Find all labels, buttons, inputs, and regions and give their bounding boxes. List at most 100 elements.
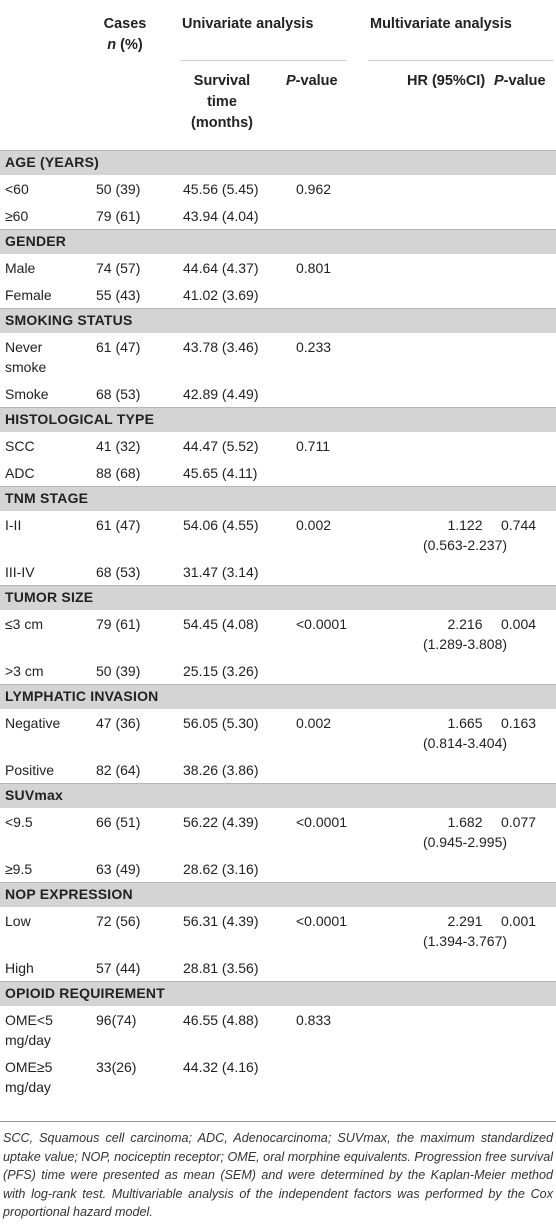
survival-cell: 56.05 (5.30) bbox=[183, 715, 259, 731]
factor-cell: Low bbox=[5, 911, 93, 931]
hr-cell: 1.665 (0.814-3.404) bbox=[422, 713, 508, 753]
hr-cell: 1.122 (0.563-2.237) bbox=[422, 515, 508, 555]
uni-pvalue-cell: <0.0001 bbox=[296, 913, 347, 929]
survival-cell: 45.56 (5.45) bbox=[183, 181, 259, 197]
cases-n: n bbox=[107, 37, 117, 53]
cases-cell: 96(74) bbox=[96, 1012, 137, 1028]
hr-cell: 1.682 (0.945-2.995) bbox=[422, 812, 508, 852]
factor-cell: ADC bbox=[5, 463, 93, 483]
hr-line: (1.394-3.767) bbox=[422, 933, 508, 949]
uni-pvalue-cell: 0.002 bbox=[296, 715, 332, 731]
multi-pvalue-cell: 0.004 bbox=[501, 616, 537, 632]
cases-pct: (%) bbox=[120, 37, 143, 53]
multivariate-underline bbox=[368, 60, 553, 61]
survival-cell: 56.22 (4.39) bbox=[183, 814, 259, 830]
cases-cell: 63 (49) bbox=[96, 861, 141, 877]
hr-line: 1.682 bbox=[447, 814, 483, 830]
section-header: HISTOLOGICAL TYPE bbox=[0, 407, 556, 432]
section-title: SUVmax bbox=[5, 787, 64, 803]
hr-cell: 2.216 (1.289-3.808) bbox=[422, 614, 508, 654]
factor-line: Positive bbox=[5, 762, 55, 778]
survival-cell: 41.02 (3.69) bbox=[183, 287, 259, 303]
factor-cell: III-IV bbox=[5, 562, 93, 582]
table-row: Male 74 (57) 44.64 (4.37) 0.801 bbox=[0, 254, 556, 281]
survival-cell: 54.45 (4.08) bbox=[183, 616, 259, 632]
factor-line: ≥9.5 bbox=[5, 861, 33, 877]
uni-pvalue-cell: 0.801 bbox=[296, 260, 332, 276]
hr-line: 1.122 bbox=[447, 517, 483, 533]
hr-line: (1.289-3.808) bbox=[422, 636, 508, 652]
cases-cell: 68 (53) bbox=[96, 564, 141, 580]
survival-cell: 28.62 (3.16) bbox=[183, 861, 259, 877]
factor-line: mg/day bbox=[5, 1079, 51, 1095]
factor-cell: I-II bbox=[5, 515, 93, 535]
cases-cell: 79 (61) bbox=[96, 208, 141, 224]
survival-cell: 44.47 (5.52) bbox=[183, 438, 259, 454]
survival-cell: 44.64 (4.37) bbox=[183, 260, 259, 276]
section-title: TUMOR SIZE bbox=[5, 589, 94, 605]
factor-line: SCC bbox=[5, 438, 35, 454]
section-title: AGE (YEARS) bbox=[5, 154, 99, 170]
hr-line: (0.563-2.237) bbox=[422, 537, 508, 553]
table-row: Positive 82 (64) 38.26 (3.86) bbox=[0, 756, 556, 783]
cases-cell: 50 (39) bbox=[96, 663, 141, 679]
table-row: <60 50 (39) 45.56 (5.45) 0.962 bbox=[0, 175, 556, 202]
header-univariate: Univariate analysis bbox=[182, 16, 314, 32]
survival-cell: 25.15 (3.26) bbox=[183, 663, 259, 679]
cases-cell: 61 (47) bbox=[96, 517, 141, 533]
section-title: TNM STAGE bbox=[5, 490, 89, 506]
p-letter-2: P bbox=[494, 73, 504, 89]
factor-cell: Never smoke bbox=[5, 337, 93, 377]
cases-cell: 66 (51) bbox=[96, 814, 141, 830]
factor-line: III-IV bbox=[5, 564, 35, 580]
uni-pvalue-cell: 0.002 bbox=[296, 517, 332, 533]
factor-line: ADC bbox=[5, 465, 35, 481]
factor-cell: Negative bbox=[5, 713, 93, 733]
section-title: LYMPHATIC INVASION bbox=[5, 688, 159, 704]
survival-line2: time bbox=[207, 94, 237, 110]
multi-pvalue-cell: 0.077 bbox=[501, 814, 537, 830]
survival-cell: 42.89 (4.49) bbox=[183, 386, 259, 402]
factor-line: <60 bbox=[5, 181, 29, 197]
uni-pvalue-cell: 0.833 bbox=[296, 1012, 332, 1028]
survival-cell: 54.06 (4.55) bbox=[183, 517, 259, 533]
table-body: AGE (YEARS) <60 50 (39) 45.56 (5.45) 0.962 ≥6… bbox=[0, 150, 556, 1100]
survival-cell: 38.26 (3.86) bbox=[183, 762, 259, 778]
factor-line: Male bbox=[5, 260, 36, 276]
factor-cell: <9.5 bbox=[5, 812, 93, 832]
footnote: SCC, Squamous cell carcinoma; ADC, Adeno… bbox=[3, 1131, 553, 1220]
table-row: I-II 61 (47) 54.06 (4.55) 0.002 0.744 1.122 (0… bbox=[0, 511, 556, 558]
hr-line: (0.814-3.404) bbox=[422, 735, 508, 751]
table-row: ≥9.5 63 (49) 28.62 (3.16) bbox=[0, 855, 556, 882]
factor-cell: SCC bbox=[5, 436, 93, 456]
section-header: TNM STAGE bbox=[0, 486, 556, 511]
uni-pvalue-cell: <0.0001 bbox=[296, 616, 347, 632]
table-row: Female 55 (43) 41.02 (3.69) bbox=[0, 281, 556, 308]
univariate-underline bbox=[180, 60, 346, 61]
section-header: OPIOID REQUIREMENT bbox=[0, 981, 556, 1006]
cases-cell: 41 (32) bbox=[96, 438, 141, 454]
cases-cell: 88 (68) bbox=[96, 465, 141, 481]
p-suffix: -value bbox=[295, 73, 338, 89]
factor-line: mg/day bbox=[5, 1032, 51, 1048]
survival-line3: (months) bbox=[190, 115, 253, 131]
cases-cell: 50 (39) bbox=[96, 181, 141, 197]
table-row: ADC 88 (68) 45.65 (4.11) bbox=[0, 459, 556, 486]
survival-cell: 43.78 (3.46) bbox=[183, 339, 259, 355]
survival-cell: 46.55 (4.88) bbox=[183, 1012, 259, 1028]
factor-cell: >3 cm bbox=[5, 661, 93, 681]
survival-cell: 28.81 (3.56) bbox=[183, 960, 259, 976]
table-row: >3 cm 50 (39) 25.15 (3.26) bbox=[0, 657, 556, 684]
hr-line: 1.665 bbox=[447, 715, 483, 731]
table-row: ≤3 cm 79 (61) 54.45 (4.08) <0.0001 0.004 2.21… bbox=[0, 610, 556, 657]
section-header: SMOKING STATUS bbox=[0, 308, 556, 333]
cases-cell: 61 (47) bbox=[96, 339, 141, 355]
uni-pvalue-cell: 0.711 bbox=[296, 438, 330, 454]
p-letter: P bbox=[286, 73, 296, 89]
section-header: TUMOR SIZE bbox=[0, 585, 556, 610]
uni-pvalue-cell: <0.0001 bbox=[296, 814, 347, 830]
factor-cell: Smoke bbox=[5, 384, 93, 404]
section-header: LYMPHATIC INVASION bbox=[0, 684, 556, 709]
cases-cell: 74 (57) bbox=[96, 260, 141, 276]
factor-line: smoke bbox=[5, 359, 47, 375]
